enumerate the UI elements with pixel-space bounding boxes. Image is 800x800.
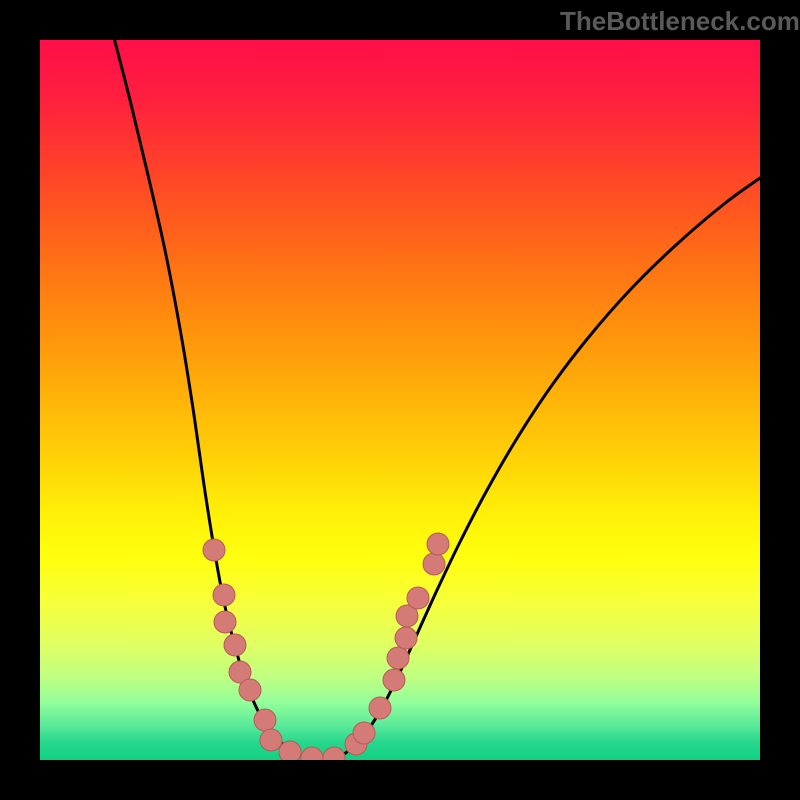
data-marker <box>423 553 445 575</box>
data-marker <box>239 679 261 701</box>
watermark-text: TheBottleneck.com <box>560 6 800 37</box>
data-marker <box>203 539 225 561</box>
data-marker <box>383 669 405 691</box>
plot-area <box>40 40 760 760</box>
data-marker <box>213 584 235 606</box>
data-marker <box>369 697 391 719</box>
data-marker <box>407 587 429 609</box>
data-marker <box>214 611 236 633</box>
data-marker <box>387 647 409 669</box>
data-marker <box>260 729 282 751</box>
data-marker <box>224 634 246 656</box>
data-marker <box>301 747 323 760</box>
data-marker <box>353 722 375 744</box>
stage: TheBottleneck.com <box>0 0 800 800</box>
data-marker <box>323 747 345 760</box>
data-marker <box>254 709 276 731</box>
data-marker <box>427 533 449 555</box>
chart-overlay <box>40 40 760 760</box>
data-marker <box>395 627 417 649</box>
marker-group <box>203 533 449 760</box>
data-marker <box>279 741 301 760</box>
curve-left <box>112 40 316 760</box>
curve-right <box>316 178 760 760</box>
